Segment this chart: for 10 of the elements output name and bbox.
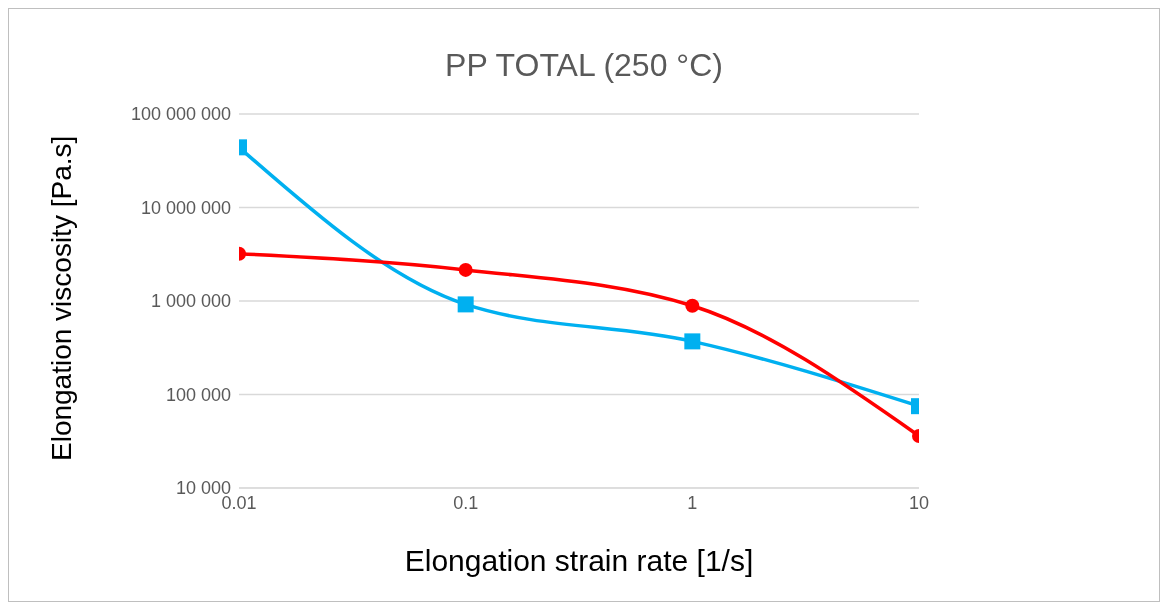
y-tick-label: 100 000 — [165, 384, 231, 405]
y-tick-label: 1 000 000 — [150, 291, 231, 312]
y-axis-title: Elongation viscosity [Pa.s] — [45, 135, 77, 461]
y-tick-label: 100 000 000 — [130, 104, 231, 125]
x-axis-title: Elongation strain rate [1/s] — [404, 544, 754, 577]
x-tick-label: 1 — [687, 492, 698, 513]
chart-title: PP TOTAL (250 °C) — [444, 47, 724, 84]
x-tick-label: 10 — [908, 492, 930, 513]
x-tick-label: 0.1 — [453, 492, 479, 513]
y-tick-label: 10 000 000 — [140, 197, 231, 218]
